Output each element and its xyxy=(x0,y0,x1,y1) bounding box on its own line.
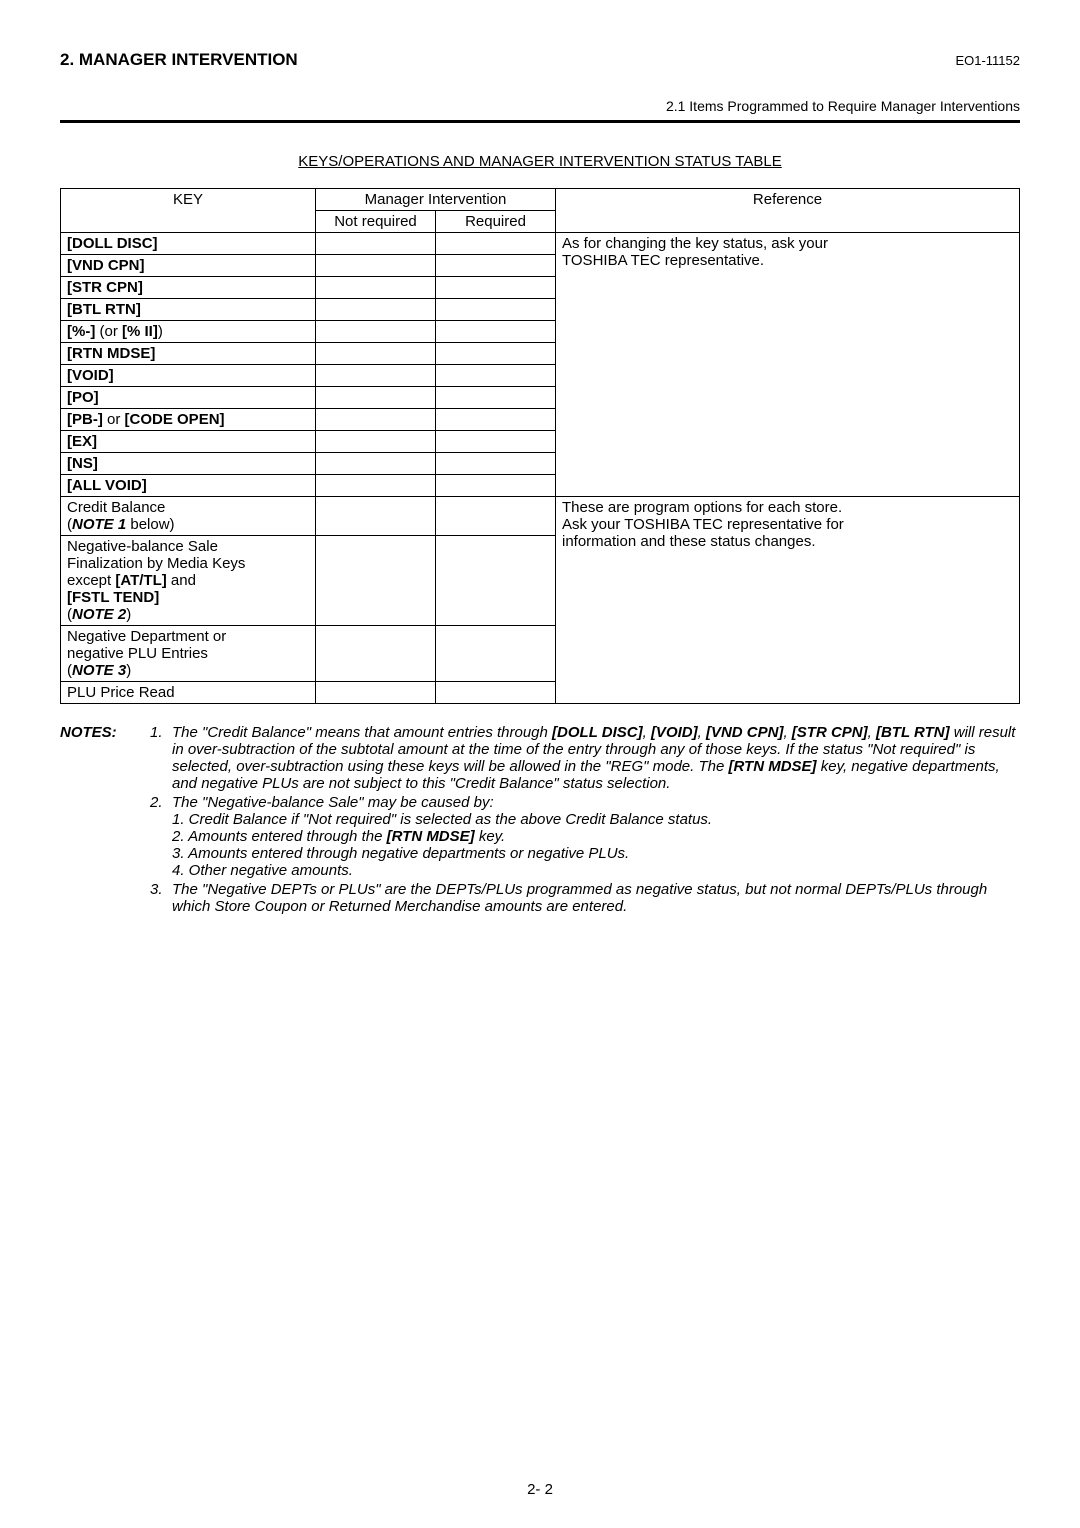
page-header: 2. MANAGER INTERVENTION EO1-11152 2.1 It… xyxy=(60,50,1020,123)
reference-group-1: As for changing the key status, ask your… xyxy=(556,233,1020,497)
key-pct: [%-] (or [% II]) xyxy=(61,321,316,343)
key-credit-balance: Credit Balance (NOTE 1 below) xyxy=(61,497,316,536)
key-all-void: [ALL VOID] xyxy=(61,475,316,497)
key-po: [PO] xyxy=(61,387,316,409)
col-key: KEY xyxy=(61,189,316,233)
key-pb-code-open: [PB-] or [CODE OPEN] xyxy=(61,409,316,431)
section-title: 2. MANAGER INTERVENTION xyxy=(60,50,298,70)
note-2: The "Negative-balance Sale" may be cause… xyxy=(172,794,1020,879)
key-vnd-cpn: [VND CPN] xyxy=(61,255,316,277)
key-neg-balance-sale: Negative-balance Sale Finalization by Me… xyxy=(61,536,316,626)
col-mi: Manager Intervention xyxy=(316,189,556,211)
notes-section: NOTES: 1. The "Credit Balance" means tha… xyxy=(60,724,1020,917)
col-not-required: Not required xyxy=(316,211,436,233)
col-reference: Reference xyxy=(556,189,1020,233)
reference-group-2: These are program options for each store… xyxy=(556,497,1020,704)
note-1: The "Credit Balance" means that amount e… xyxy=(172,724,1020,792)
page-number: 2- 2 xyxy=(527,1481,553,1498)
subsection-title: 2.1 Items Programmed to Require Manager … xyxy=(60,98,1020,114)
notes-body: 1. The "Credit Balance" means that amoun… xyxy=(150,724,1020,917)
key-str-cpn: [STR CPN] xyxy=(61,277,316,299)
key-plu-price-read: PLU Price Read xyxy=(61,682,316,704)
key-ex: [EX] xyxy=(61,431,316,453)
col-required: Required xyxy=(436,211,556,233)
key-ns: [NS] xyxy=(61,453,316,475)
keys-table: KEY Manager Intervention Reference Not r… xyxy=(60,188,1020,704)
table-title: KEYS/OPERATIONS AND MANAGER INTERVENTION… xyxy=(60,153,1020,170)
key-btl-rtn: [BTL RTN] xyxy=(61,299,316,321)
notes-label: NOTES: xyxy=(60,724,150,917)
key-doll-disc: [DOLL DISC] xyxy=(61,233,316,255)
key-void: [VOID] xyxy=(61,365,316,387)
note-3: The "Negative DEPTs or PLUs" are the DEP… xyxy=(172,881,1020,915)
doc-code: EO1-11152 xyxy=(955,53,1020,68)
divider xyxy=(60,120,1020,123)
key-neg-dept: Negative Department or negative PLU Entr… xyxy=(61,626,316,682)
key-rtn-mdse: [RTN MDSE] xyxy=(61,343,316,365)
